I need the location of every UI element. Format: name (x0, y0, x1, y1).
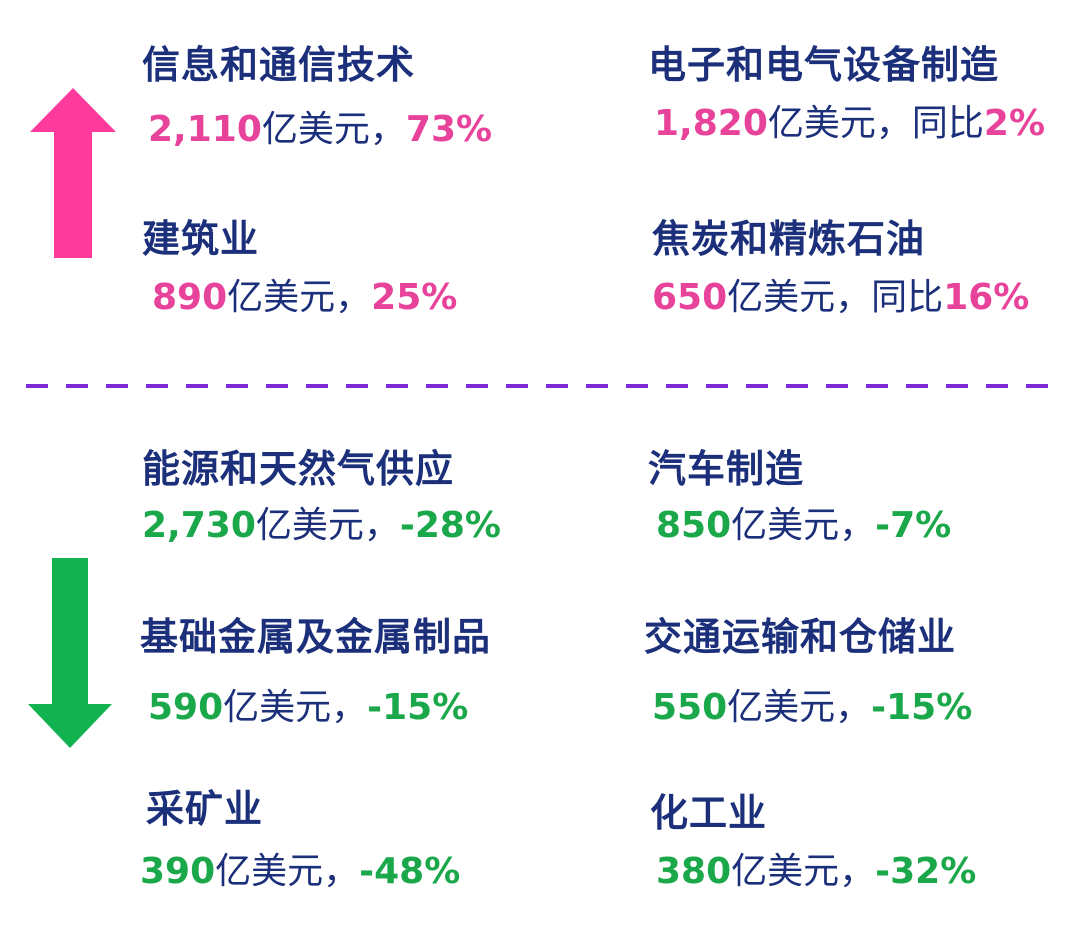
up-arrow-icon (30, 88, 116, 258)
industry-name: 化工业 (650, 791, 768, 835)
stat-percent: -32% (875, 851, 977, 892)
stat-value: 1,820 (654, 103, 768, 144)
industry-name: 汽车制造 (648, 447, 805, 491)
industry-stat: 380亿美元，-32% (656, 854, 976, 890)
stat-unit: 亿美元， (727, 687, 872, 728)
stat-percent: 2% (983, 103, 1046, 144)
section-divider (26, 384, 1066, 388)
stat-value: 890 (152, 277, 228, 318)
stat-percent: -48% (359, 851, 461, 892)
stat-value: 2,110 (148, 109, 262, 150)
stat-value: 550 (652, 687, 728, 728)
industry-name: 焦炭和精炼石油 (652, 217, 926, 261)
stat-unit: 亿美元， (255, 505, 400, 546)
stat-percent: 16% (943, 277, 1030, 318)
industry-stat: 1,820亿美元，同比2% (654, 106, 1045, 142)
industry-name: 采矿业 (146, 787, 264, 831)
stat-unit: 亿美元， (227, 277, 372, 318)
industry-stat: 890亿美元，25% (152, 280, 457, 316)
stat-unit: 亿美元， (261, 109, 406, 150)
stat-value: 390 (140, 851, 216, 892)
industry-name: 电子和电气设备制造 (648, 43, 1000, 87)
stat-prefix: 同比 (871, 277, 944, 318)
stat-prefix: 同比 (911, 103, 984, 144)
stat-value: 650 (652, 277, 728, 318)
industry-stat: 850亿美元，-7% (656, 508, 951, 544)
stat-unit: 亿美元， (727, 277, 872, 318)
industry-stat: 550亿美元，-15% (652, 690, 972, 726)
down-arrow-icon (28, 558, 112, 748)
stat-value: 850 (656, 505, 732, 546)
industry-name: 建筑业 (142, 217, 260, 261)
industry-name: 交通运输和仓储业 (644, 615, 957, 659)
stat-unit: 亿美元， (223, 687, 368, 728)
stat-unit: 亿美元， (731, 851, 876, 892)
stat-value: 590 (148, 687, 224, 728)
stat-value: 380 (656, 851, 732, 892)
industry-stat: 390亿美元，-48% (140, 854, 460, 890)
stat-percent: -28% (399, 505, 501, 546)
stat-unit: 亿美元， (731, 505, 876, 546)
industry-name: 信息和通信技术 (142, 43, 416, 87)
stat-percent: -15% (367, 687, 469, 728)
industry-stat: 650亿美元，同比16% (652, 280, 1029, 316)
industry-name: 基础金属及金属制品 (140, 615, 492, 659)
stat-percent: -15% (871, 687, 973, 728)
stat-unit: 亿美元， (767, 103, 912, 144)
stat-percent: 73% (405, 109, 493, 150)
industry-name: 能源和天然气供应 (142, 447, 455, 491)
stat-percent: -7% (875, 505, 952, 546)
industry-stat: 590亿美元，-15% (148, 690, 468, 726)
industry-stat: 2,110亿美元，73% (148, 112, 492, 148)
stat-value: 2,730 (142, 505, 256, 546)
stat-unit: 亿美元， (215, 851, 360, 892)
stat-percent: 25% (371, 277, 458, 318)
industry-stat: 2,730亿美元，-28% (142, 508, 501, 544)
